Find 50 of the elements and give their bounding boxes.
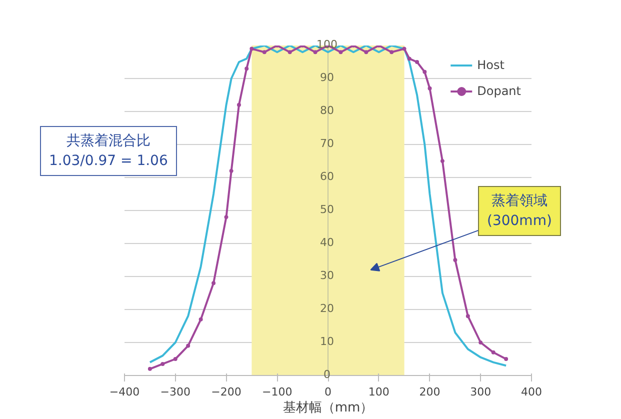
x-tick-label: −300 [160, 386, 190, 398]
y-tick-label: 20 [320, 301, 334, 317]
y-tick-label: 70 [320, 136, 334, 152]
x-tick-label: 100 [368, 386, 390, 398]
x-tick-label: −400 [109, 386, 140, 398]
point [402, 46, 406, 51]
point [288, 50, 292, 54]
annotation: 蒸着領域 (300mm) [487, 192, 552, 231]
point [338, 50, 343, 54]
y-tick-label: 80 [320, 103, 334, 119]
point [440, 159, 444, 163]
y-tick-label: 10 [320, 334, 334, 350]
point [407, 56, 412, 61]
x-tick-label: 400 [521, 386, 542, 398]
point [415, 60, 420, 64]
legend-label: Dopant [477, 84, 521, 98]
y-tick-label: 90 [320, 70, 334, 86]
point [250, 46, 254, 51]
x-tick-label: −200 [211, 386, 242, 398]
point [422, 70, 427, 74]
y-tick-label: 60 [320, 169, 334, 185]
x-tick-label: −100 [262, 386, 292, 398]
point [236, 102, 241, 107]
point [244, 66, 249, 71]
point [466, 314, 470, 318]
point [390, 50, 394, 54]
point [229, 168, 234, 173]
x-axis-title: 基材幅（mm） [282, 400, 374, 416]
point [224, 215, 228, 220]
point [186, 344, 190, 348]
point [198, 317, 203, 322]
point [478, 340, 483, 344]
legend-label: Host [477, 58, 504, 72]
point [262, 50, 266, 54]
point [453, 258, 458, 262]
y-tick-label: 40 [320, 235, 334, 251]
point [491, 350, 496, 354]
x-tick-label: 300 [470, 386, 492, 398]
point [504, 357, 508, 361]
point [160, 362, 165, 366]
point [148, 366, 152, 371]
x-tick-label: 200 [419, 386, 440, 398]
point [428, 86, 432, 90]
annotation: 共蒸着混合比 1.03/0.97 = 1.06 [49, 132, 168, 171]
point [212, 281, 216, 286]
point [173, 357, 178, 361]
y-tick-label: 50 [320, 202, 334, 218]
y-tick-label: 30 [320, 268, 334, 284]
point [364, 50, 368, 54]
point [313, 50, 318, 54]
